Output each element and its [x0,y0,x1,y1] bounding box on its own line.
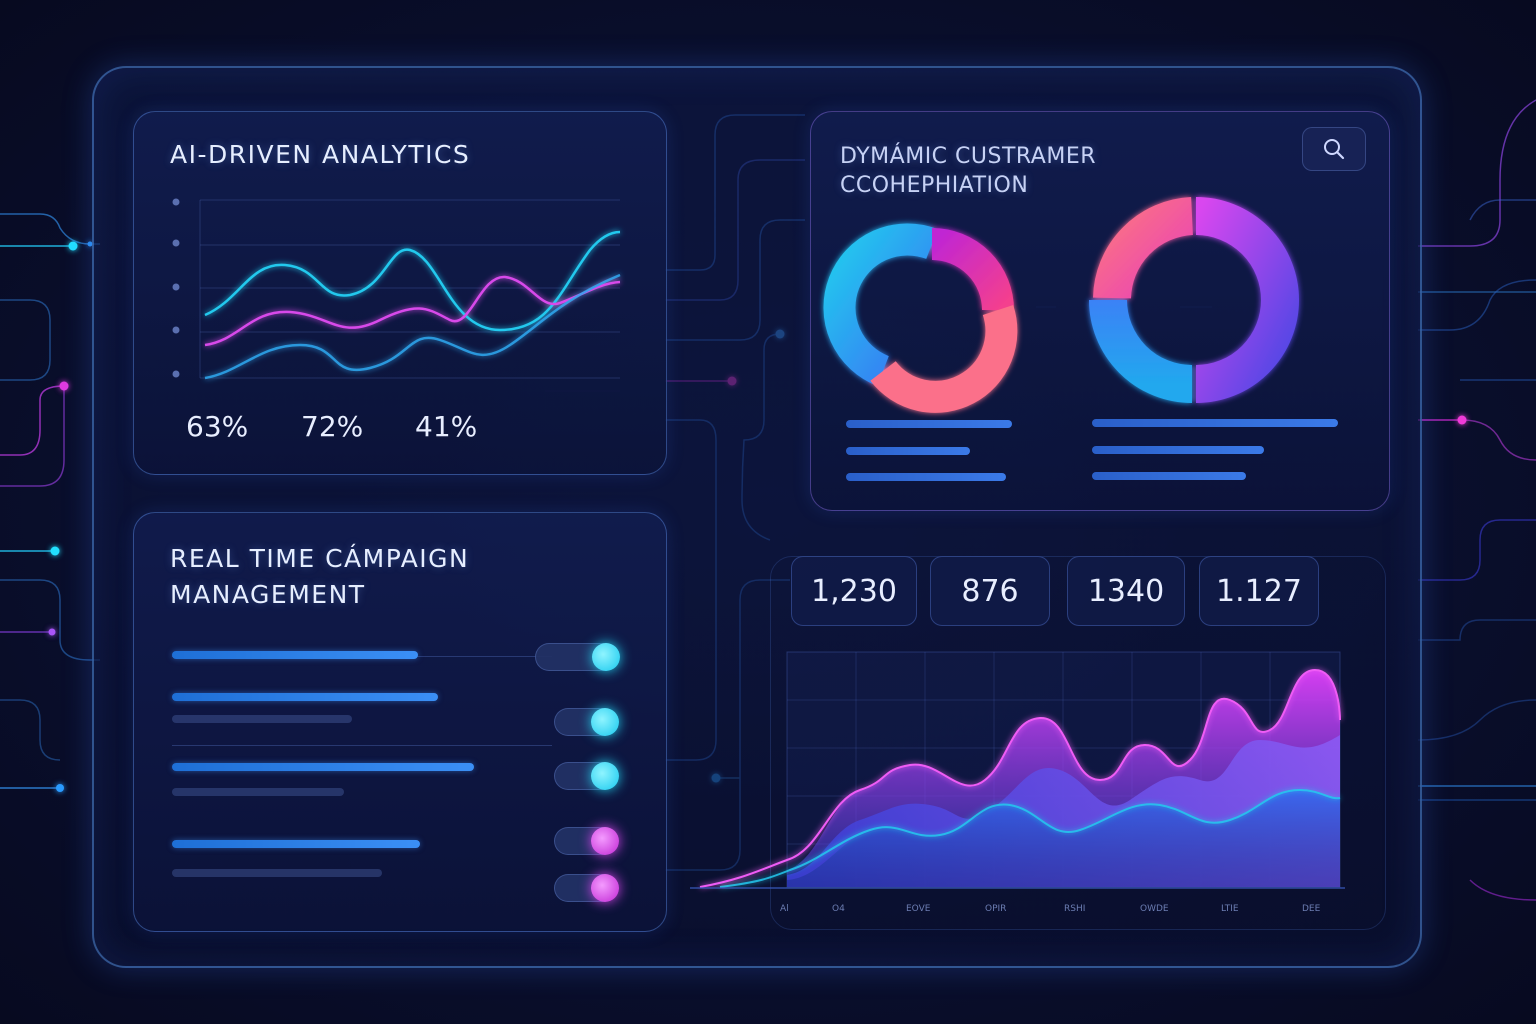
analytics-percentage: 63% [186,410,249,443]
toggle-knob [591,874,619,902]
campaign-title-line1: REAL TIME CÁMPAIGN [170,544,470,573]
legend-bar [846,420,1012,428]
metric-card: 1.127 [1199,556,1319,626]
segmentation-title-line2: CCOHEPHIATION [840,173,1029,198]
x-axis-tick: RSHI [1064,904,1086,914]
campaign-toggle[interactable] [554,874,619,902]
campaign-toggle[interactable] [554,827,619,855]
search-button[interactable] [1302,127,1366,171]
x-axis-tick: OWDE [1140,904,1169,914]
campaign-progress-bar [172,693,438,701]
x-axis-tick: OPIR [985,904,1007,914]
campaign-sub-bar [172,788,344,796]
campaign-title-line2: MANAGEMENT [170,580,366,609]
metric-card: 1340 [1067,556,1185,626]
legend-bar [846,473,1006,481]
divider [172,745,552,746]
legend-bar [1092,472,1246,480]
toggle-knob [591,762,619,790]
metric-card: 1,230 [791,556,917,626]
campaign-toggle[interactable] [535,643,620,671]
legend-bar [1092,446,1264,454]
toggle-knob [592,643,620,671]
toggle-knob [591,708,619,736]
x-axis-tick: O4 [832,904,845,914]
analytics-percentage: 72% [301,410,364,443]
campaign-toggle[interactable] [554,708,619,736]
x-axis-tick: DEE [1302,904,1321,914]
x-axis-tick: LTIE [1221,904,1239,914]
campaign-toggle[interactable] [554,762,619,790]
legend-bar [1092,419,1338,427]
campaign-sub-bar [172,869,382,877]
metric-card: 876 [930,556,1050,626]
toggle-knob [591,827,619,855]
x-axis-tick: Al [780,904,789,914]
campaign-progress-bar [172,840,420,848]
analytics-percentage: 41% [415,410,478,443]
search-icon [1324,139,1345,160]
campaign-progress-bar [172,651,418,659]
segmentation-title-line1: DYMÁMIC CUSTRAMER [840,144,1097,169]
campaign-title: REAL TIME CÁMPAIGN MANAGEMENT [170,541,469,613]
analytics-title: AI-DRIVEN ANALYTICS [170,140,471,169]
segmentation-title: DYMÁMIC CUSTRAMER CCOHEPHIATION [840,142,1096,200]
campaign-progress-bar [172,763,474,771]
campaign-sub-bar [172,715,352,723]
legend-bar [846,447,970,455]
analytics-panel [133,111,667,475]
x-axis-tick: EOVE [906,904,931,914]
